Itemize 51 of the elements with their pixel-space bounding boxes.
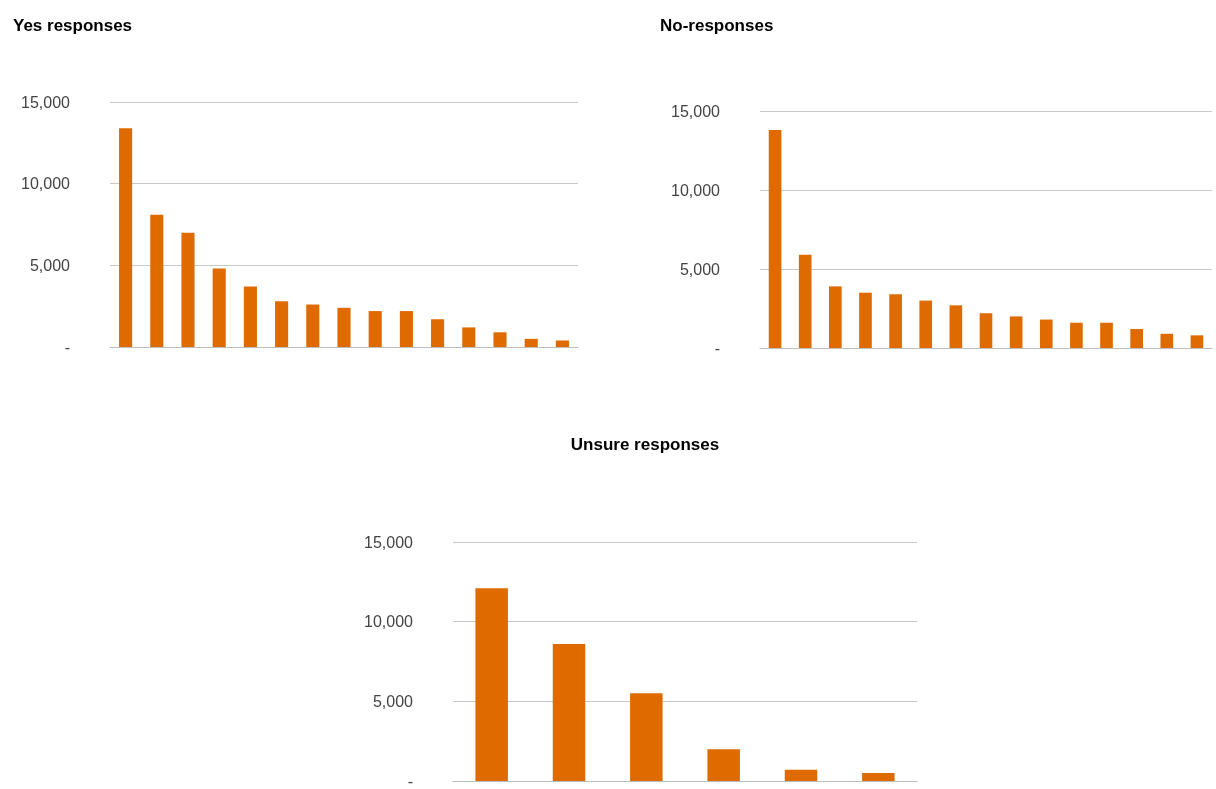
bar bbox=[1160, 333, 1174, 348]
y-tick-label: 5,000 bbox=[679, 260, 721, 278]
bar bbox=[337, 307, 351, 347]
bar bbox=[181, 232, 195, 347]
bar bbox=[979, 313, 993, 348]
bar bbox=[275, 301, 289, 347]
chart-title: Unsure responses bbox=[570, 435, 720, 454]
bar bbox=[243, 286, 257, 347]
bar bbox=[475, 588, 508, 781]
bar bbox=[524, 338, 538, 347]
chart-title: Yes responses bbox=[13, 16, 133, 35]
y-tick-label: - bbox=[714, 339, 720, 357]
bar bbox=[1070, 322, 1083, 348]
bar bbox=[368, 311, 382, 347]
bar bbox=[798, 254, 812, 348]
y-tick-label: 10,000 bbox=[364, 613, 414, 631]
y-tick-label: - bbox=[407, 772, 413, 789]
bar bbox=[889, 294, 902, 348]
bar bbox=[552, 643, 586, 781]
bar bbox=[306, 304, 320, 347]
bar bbox=[555, 340, 569, 347]
y-tick-label: 10,000 bbox=[671, 181, 721, 199]
bar bbox=[707, 749, 740, 781]
y-tick-label: 5,000 bbox=[29, 256, 71, 274]
y-tick-label: 15,000 bbox=[364, 533, 414, 551]
bar bbox=[431, 319, 445, 347]
chart-title: No-responses bbox=[660, 16, 774, 35]
y-tick-label: 10,000 bbox=[21, 175, 71, 193]
bar bbox=[493, 332, 507, 347]
bar bbox=[119, 128, 133, 347]
bar bbox=[150, 214, 164, 347]
bar bbox=[949, 305, 963, 348]
y-tick-label: 5,000 bbox=[372, 692, 414, 710]
bar bbox=[1039, 319, 1053, 348]
bar bbox=[1100, 322, 1113, 348]
bar bbox=[399, 311, 413, 347]
bar bbox=[462, 327, 476, 347]
bar bbox=[859, 292, 872, 348]
bar bbox=[768, 129, 782, 348]
y-tick-label: 15,000 bbox=[671, 102, 721, 120]
bar bbox=[829, 286, 842, 348]
bar bbox=[1009, 316, 1023, 348]
bar bbox=[630, 693, 663, 781]
bar bbox=[919, 300, 933, 348]
bar bbox=[1190, 335, 1204, 348]
bar bbox=[862, 773, 895, 781]
y-tick-label: 15,000 bbox=[21, 93, 71, 111]
bar bbox=[784, 769, 818, 781]
bar bbox=[212, 268, 226, 347]
bar bbox=[1130, 329, 1143, 348]
y-tick-label: - bbox=[64, 338, 70, 356]
